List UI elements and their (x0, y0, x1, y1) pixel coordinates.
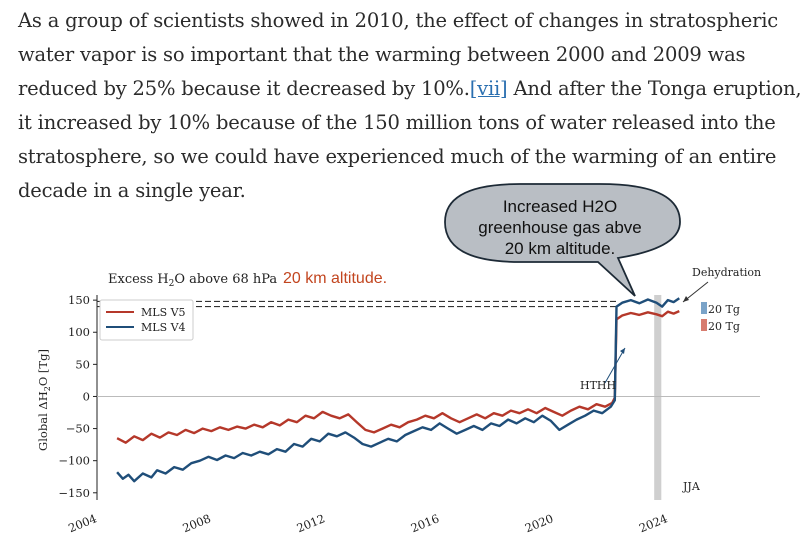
hthh-arrowhead (620, 348, 625, 354)
x-tick-label: 2012 (295, 511, 327, 535)
legend-v5-label: MLS V5 (141, 306, 186, 319)
x-tick-label: 2016 (409, 511, 441, 535)
series-line-mls-v5 (116, 310, 680, 444)
series-line-mls-v4 (116, 297, 680, 483)
scale-bar-v4 (701, 302, 707, 314)
article-line-1: As a group of scientists showed in 2010,… (18, 9, 778, 32)
y-axis-label-subscript: 2 (43, 386, 52, 391)
y-tick-label: 0 (83, 389, 90, 403)
y-tick-label: 150 (68, 293, 90, 307)
x-tick-label: 2004 (66, 511, 98, 535)
article-line-2: water vapor is so important that the war… (18, 43, 746, 66)
hthh-arrow (604, 347, 626, 384)
callout-line-3: 20 km altitude. (505, 239, 616, 258)
article-line-4: it increased by 10% because of the 150 m… (18, 111, 776, 134)
y-tick-label: −100 (58, 454, 90, 468)
x-tick-label: 2008 (180, 511, 212, 535)
y-axis-label-suffix: O [Tg] (36, 349, 50, 386)
article-line-5: stratosphere, so we could have experienc… (18, 145, 777, 168)
chart-title: Excess H2O above 68 hPa (108, 272, 277, 289)
y-axis-ticks: 150 100 50 0 −50 −100 −150 (58, 293, 97, 500)
chart-title-prefix: Excess H (108, 272, 169, 287)
callout-line-1: Increased H2O (503, 197, 617, 216)
jja-season-band (654, 295, 662, 500)
scale-bar-v5-label: 20 Tg (708, 320, 740, 333)
x-tick-label: 2024 (637, 511, 669, 535)
scale-bar-v5 (701, 319, 707, 331)
legend-v4-label: MLS V4 (141, 321, 186, 334)
x-axis-ticks: 2004 2008 2012 2016 2020 2024 (66, 511, 669, 535)
y-axis-label-prefix: Global ΔH (36, 391, 50, 451)
y-tick-label: 100 (68, 325, 90, 339)
y-tick-label: −150 (58, 486, 90, 500)
dehydration-arrowhead (683, 296, 689, 302)
article-line-6: decade in a single year. (18, 179, 246, 202)
y-tick-label: 50 (75, 357, 90, 371)
chart-title-subscript: 2 (169, 279, 175, 289)
jja-label: JJA (682, 480, 701, 493)
callout-shape (444, 183, 681, 297)
article-line-3: reduced by 25% because it decreased by 1… (18, 72, 800, 106)
article-paragraph: As a group of scientists showed in 2010,… (18, 4, 800, 208)
callout-bubble: Increased H2O greenhouse gas abve 20 km … (444, 183, 681, 297)
hthh-label: HTHH (580, 379, 616, 392)
legend: MLS V5 MLS V4 (99, 299, 194, 341)
x-tick-label: 2020 (523, 511, 555, 535)
chart-title-suffix: O above 68 hPa (174, 272, 277, 287)
article-line-3-end: And after the Tonga eruption, (507, 77, 800, 100)
series-group (116, 297, 680, 483)
reference-link[interactable]: [vii] (469, 77, 508, 100)
scale-bar-v4-label: 20 Tg (708, 303, 740, 316)
article-line-3-start: reduced by 25% because it decreased by 1… (18, 77, 470, 100)
callout-line-2: greenhouse gas abve (478, 218, 642, 237)
y-tick-label: −50 (66, 422, 90, 436)
legend-box (99, 299, 194, 341)
y-axis-label: Global ΔH2O [Tg] (36, 349, 52, 451)
chart-title-annotation: 20 km altitude. (283, 270, 387, 287)
dehydration-label: Dehydration (692, 266, 761, 279)
